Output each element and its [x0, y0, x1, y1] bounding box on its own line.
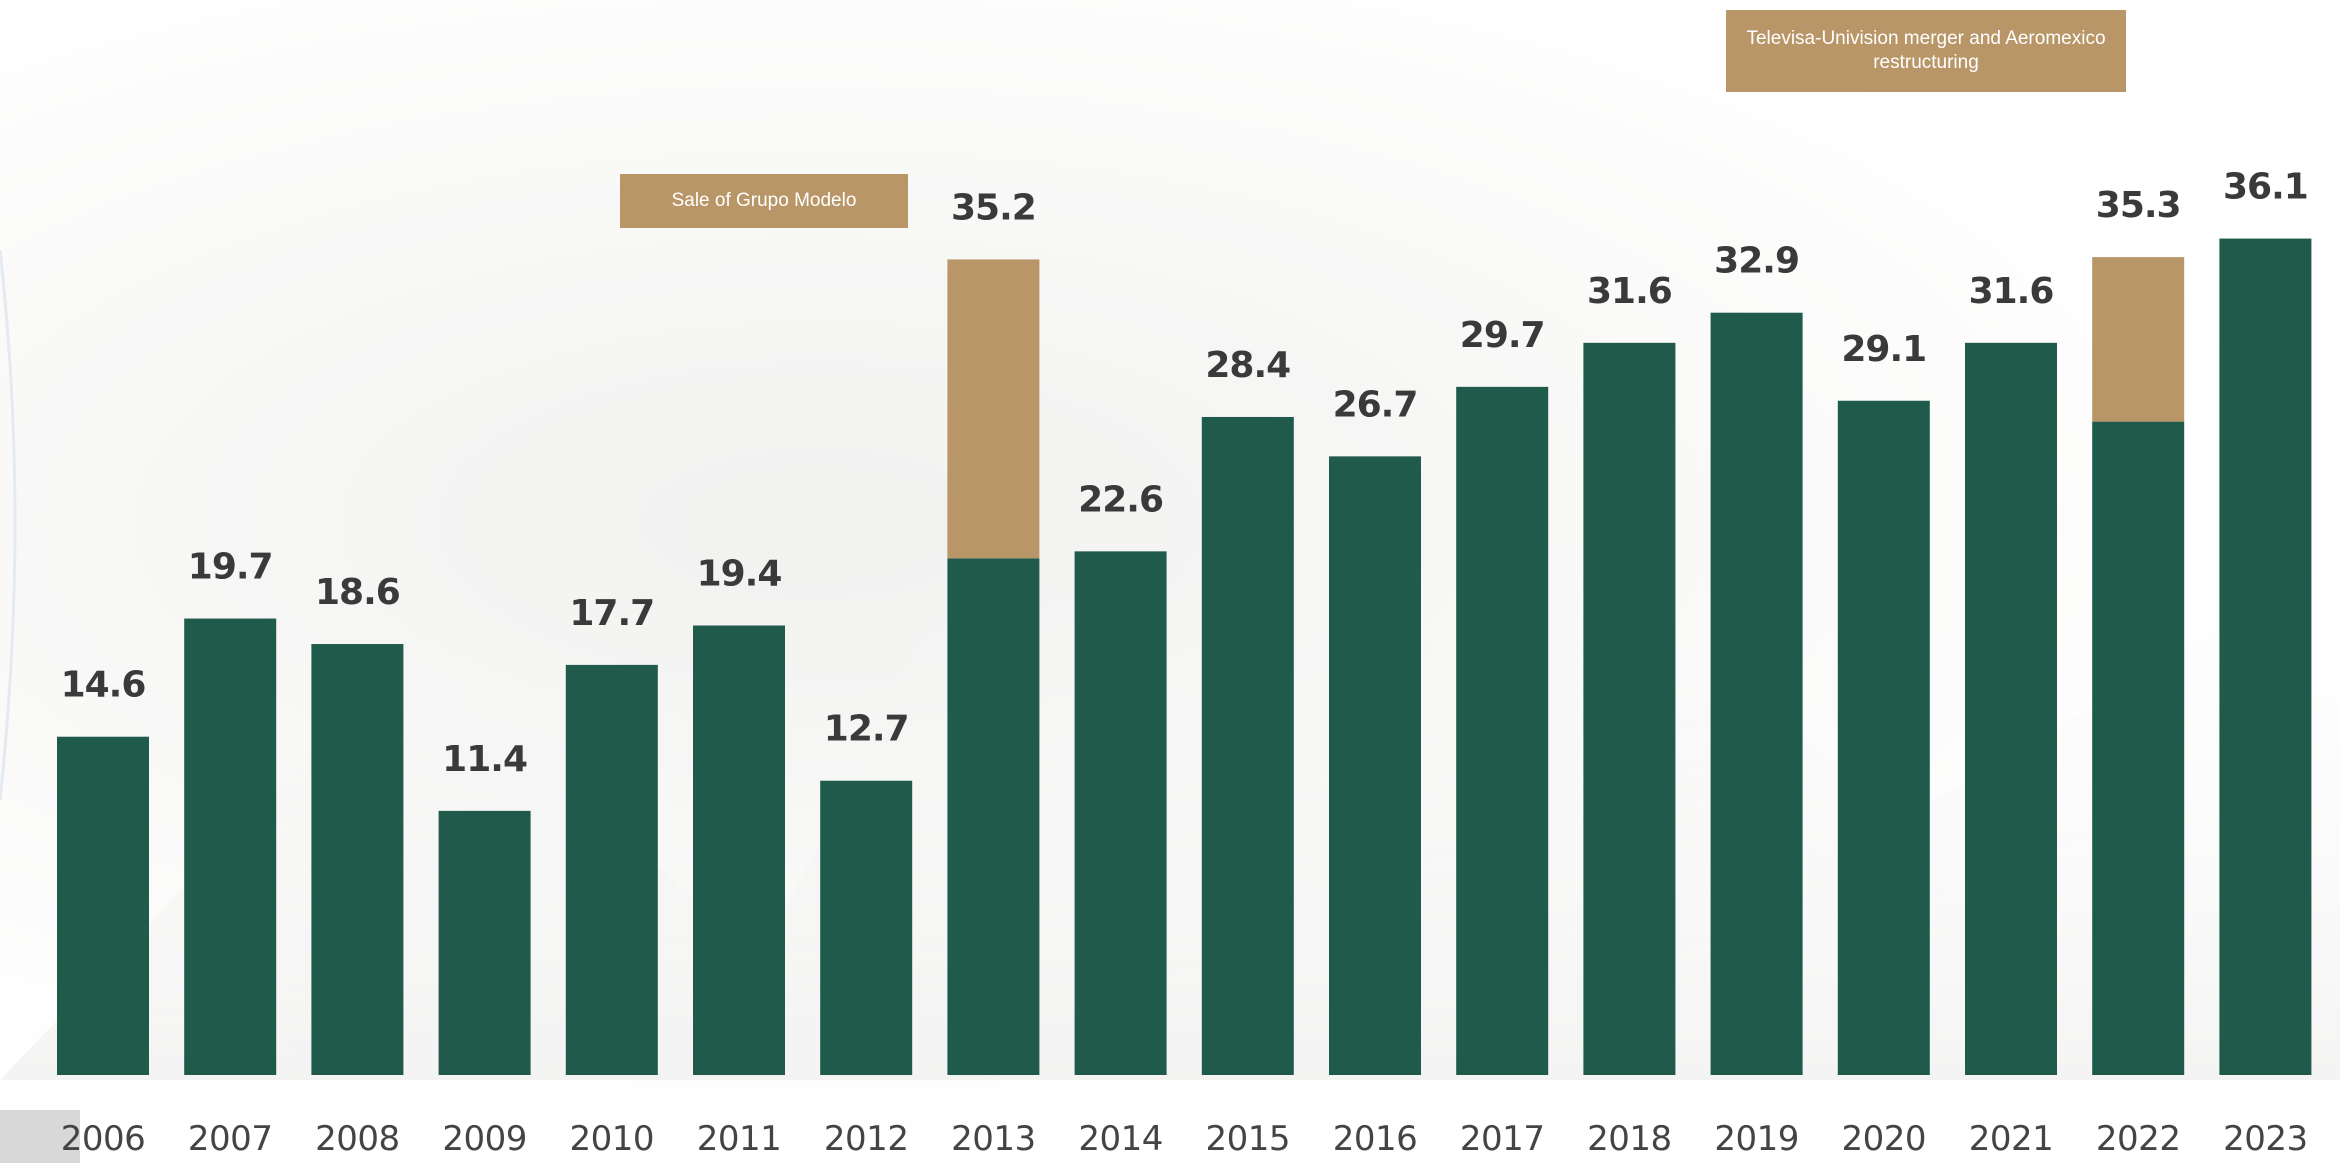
bar-2016 [1329, 456, 1421, 1076]
tick-label-2018: 2018 [1587, 1119, 1672, 1159]
bar-extra-2022 [2092, 257, 2185, 422]
value-label-2010: 17.7 [569, 593, 654, 634]
x-axis-tick-labels: 2006 2007 2008 2009 2010 2011 2012 2013 2014 2015… [61, 1119, 2308, 1159]
value-label-2008: 18.6 [315, 572, 400, 613]
value-label-2012: 12.7 [824, 709, 909, 750]
tick-label-2012: 2012 [824, 1119, 909, 1159]
bars [57, 238, 2312, 1076]
tick-label-2022: 2022 [2096, 1119, 2181, 1159]
tick-label-2013: 2013 [951, 1119, 1036, 1159]
annotation-sale-of-grupo-modelo: Sale of Grupo Modelo [620, 174, 908, 228]
bar-2010 [565, 664, 658, 1075]
value-label-2020: 29.1 [1841, 329, 1926, 370]
tick-label-2011: 2011 [697, 1119, 782, 1159]
bar-2022 [2092, 421, 2185, 1076]
bar-2023 [2219, 238, 2312, 1076]
bar-2007 [184, 618, 277, 1075]
bar-2008 [311, 644, 404, 1075]
bar-2012 [820, 780, 913, 1075]
value-label-2018: 31.6 [1587, 271, 1672, 312]
tick-label-2006: 2006 [61, 1119, 146, 1159]
value-label-2014: 22.6 [1078, 479, 1163, 520]
tick-label-2017: 2017 [1460, 1119, 1545, 1159]
tick-label-2020: 2020 [1842, 1119, 1927, 1159]
tick-label-2008: 2008 [315, 1119, 400, 1159]
value-label-2021: 31.6 [1969, 271, 2054, 312]
tick-label-2010: 2010 [570, 1119, 655, 1159]
value-label-2011: 19.4 [697, 554, 782, 595]
tick-label-2023: 2023 [2223, 1119, 2308, 1159]
bar-2015 [1201, 416, 1294, 1075]
bar-2020 [1837, 400, 1930, 1075]
tick-label-2019: 2019 [1714, 1119, 1799, 1159]
tick-label-2021: 2021 [1969, 1119, 2054, 1159]
tick-label-2014: 2014 [1078, 1119, 1163, 1159]
value-label-2006: 14.6 [61, 665, 146, 706]
value-label-2019: 32.9 [1714, 241, 1799, 282]
value-label-2007: 19.7 [188, 547, 273, 588]
value-label-2016: 26.7 [1333, 384, 1418, 425]
bar-2017 [1456, 386, 1549, 1075]
value-label-2015: 28.4 [1205, 345, 1290, 386]
bar-2019 [1710, 312, 1803, 1075]
tick-label-2015: 2015 [1206, 1119, 1291, 1159]
bar-2014 [1074, 551, 1167, 1075]
bar-2021 [1965, 342, 2057, 1075]
value-label-2013: 35.2 [951, 187, 1036, 228]
bar-extra-2013 [947, 259, 1040, 559]
bar-2011 [693, 625, 785, 1075]
value-label-2022: 35.3 [2096, 185, 2181, 226]
bar-2006 [57, 736, 149, 1075]
bar-2013 [947, 558, 1040, 1075]
bar-2018 [1583, 342, 1676, 1075]
tick-label-2016: 2016 [1333, 1119, 1418, 1159]
annotation-televisa-univision-merger: Televisa-Univision merger and Aeromexico… [1726, 10, 2126, 92]
bar-2009 [438, 810, 531, 1075]
value-label-2009: 11.4 [442, 739, 527, 780]
tick-label-2007: 2007 [188, 1119, 273, 1159]
value-label-2023: 36.1 [2223, 167, 2308, 208]
value-labels: 14.6 19.7 18.6 11.4 17.7 19.4 12.7 35.2 22.6 28.4… [61, 167, 2309, 780]
value-label-2017: 29.7 [1460, 315, 1545, 356]
tick-label-2009: 2009 [442, 1119, 527, 1159]
